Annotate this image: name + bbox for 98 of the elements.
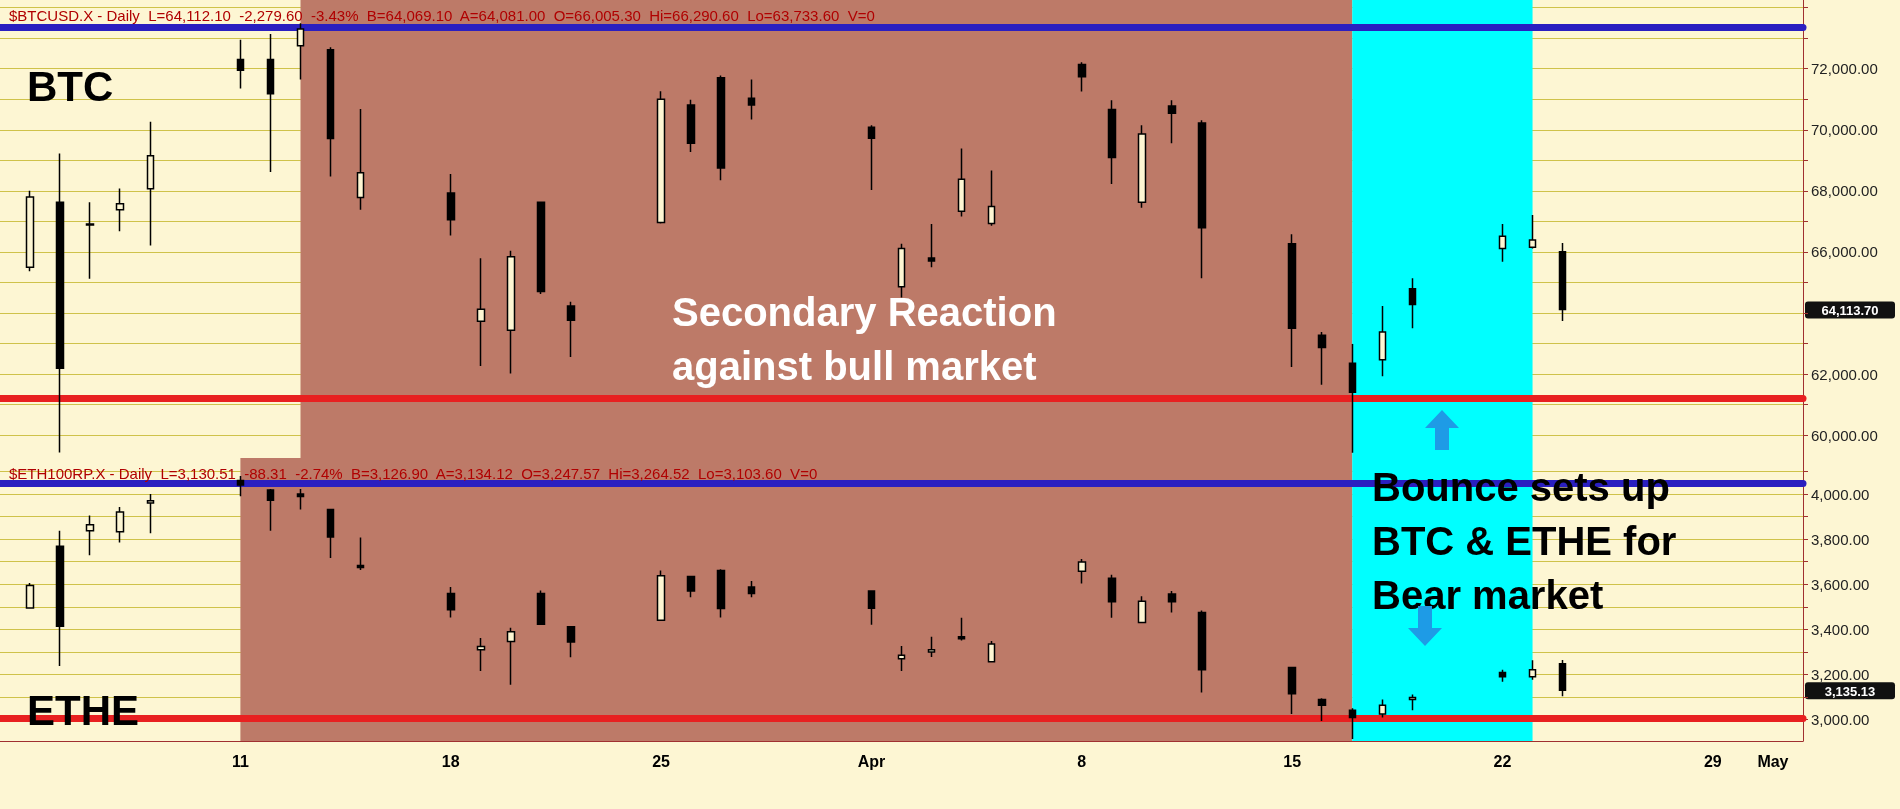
x-tick-label: 25	[652, 752, 671, 770]
candlestick	[266, 33, 275, 173]
candlestick	[326, 508, 335, 559]
candlestick	[897, 645, 906, 672]
candlestick	[1317, 331, 1327, 386]
candlestick	[747, 78, 756, 121]
candlestick	[25, 190, 35, 272]
candlestick	[1378, 305, 1387, 377]
x-tick-label: May	[1757, 752, 1789, 770]
x-tick-label: 18	[441, 752, 460, 770]
candlestick	[476, 257, 486, 367]
candlestick	[115, 187, 125, 232]
candlestick	[446, 173, 456, 237]
candlestick	[115, 506, 125, 544]
candlestick	[506, 249, 516, 375]
candlestick	[1077, 558, 1087, 585]
candlestick	[566, 625, 576, 659]
candlestick	[1077, 61, 1087, 93]
x-tick-label: Apr	[857, 752, 886, 770]
candlestick	[536, 589, 546, 626]
candlestick	[867, 589, 876, 626]
candlestick	[716, 568, 726, 619]
y-tick-label: 3,600.00	[1811, 575, 1870, 593]
candlestick	[1378, 698, 1387, 719]
candlestick	[536, 200, 546, 295]
y-tick-label: 72,000.00	[1811, 60, 1878, 78]
x-tick-label: 11	[231, 752, 249, 770]
candlestick	[146, 493, 155, 535]
x-tick-label: 15	[1283, 752, 1302, 770]
candlestick	[146, 121, 155, 247]
candlestick	[296, 488, 305, 511]
text: $BTCUSD.X - Daily L=64,112.10 -2,279.60 -3.43% B=64,069.10 A=64,081.00 O=66,005.30 Hi=66,290.60 Lo=63,733.60 V=0	[9, 7, 875, 24]
candlestick	[987, 169, 996, 227]
candlestick	[446, 586, 456, 619]
candlestick	[1167, 99, 1177, 144]
candlestick	[686, 574, 696, 598]
candlestick	[476, 637, 486, 672]
candlestick	[1558, 659, 1567, 697]
text: 3,135.13	[1824, 683, 1876, 699]
candlestick	[1107, 574, 1117, 619]
candlestick	[1287, 666, 1297, 715]
candlestick	[1348, 343, 1357, 454]
candlestick	[25, 582, 35, 610]
y-tick-label: 3,400.00	[1811, 620, 1870, 638]
x-tick-label: 8	[1077, 752, 1087, 770]
candlestick	[326, 46, 335, 178]
candlestick	[1408, 693, 1417, 712]
candlestick	[927, 636, 936, 658]
candlestick	[716, 74, 726, 181]
candlestick	[85, 201, 95, 280]
y-tick-label: 70,000.00	[1811, 121, 1878, 139]
x-tick-label: 22	[1493, 752, 1512, 770]
candlestick	[957, 616, 966, 642]
y-tick-label: 4,000.00	[1811, 485, 1870, 503]
candlestick	[296, 22, 305, 81]
candlestick	[1137, 124, 1147, 209]
candlestick	[957, 147, 966, 218]
candlestick	[55, 152, 65, 454]
candlestick	[1528, 659, 1537, 681]
candlestick	[85, 514, 95, 556]
y-tick-label: 66,000.00	[1811, 243, 1878, 261]
candlestick	[747, 580, 756, 598]
candlestick	[506, 627, 516, 686]
y-tick-label: 60,000.00	[1811, 426, 1878, 444]
annotation: Secondary Reaction against bull market	[672, 290, 1068, 388]
candlestick	[1287, 233, 1297, 368]
candlestick	[1137, 595, 1147, 625]
candlestick	[1197, 119, 1207, 279]
candlestick	[1167, 590, 1177, 614]
y-tick-label: 3,000.00	[1811, 711, 1870, 729]
candlestick	[686, 99, 696, 153]
candlestick	[927, 223, 936, 268]
x-tick-label: 29	[1703, 752, 1722, 770]
candlestick	[566, 300, 576, 358]
candlestick	[1498, 223, 1507, 263]
candlestick	[656, 90, 666, 225]
candlestick	[987, 640, 996, 663]
candlestick	[1197, 609, 1207, 694]
y-tick-label: 68,000.00	[1811, 182, 1878, 200]
candlestick	[656, 569, 666, 622]
candlestick	[236, 38, 245, 90]
y-tick-label: 3,800.00	[1811, 530, 1870, 548]
candlestick	[1348, 707, 1357, 740]
candlestick	[1558, 242, 1567, 322]
candlestick	[1107, 99, 1117, 185]
candlestick	[1317, 697, 1327, 722]
text: 64,113.70	[1821, 303, 1879, 319]
candlestick	[356, 536, 365, 571]
candlestick	[1528, 214, 1537, 250]
candlestick	[356, 108, 365, 211]
y-tick-label: 3,200.00	[1811, 665, 1870, 683]
candlestick	[266, 488, 275, 532]
text: BTC	[27, 62, 114, 110]
candlestick	[55, 530, 65, 667]
candlestick	[867, 124, 876, 191]
y-tick-label: 62,000.00	[1811, 365, 1878, 383]
candlestick	[236, 475, 245, 498]
candlestick	[1408, 277, 1417, 329]
